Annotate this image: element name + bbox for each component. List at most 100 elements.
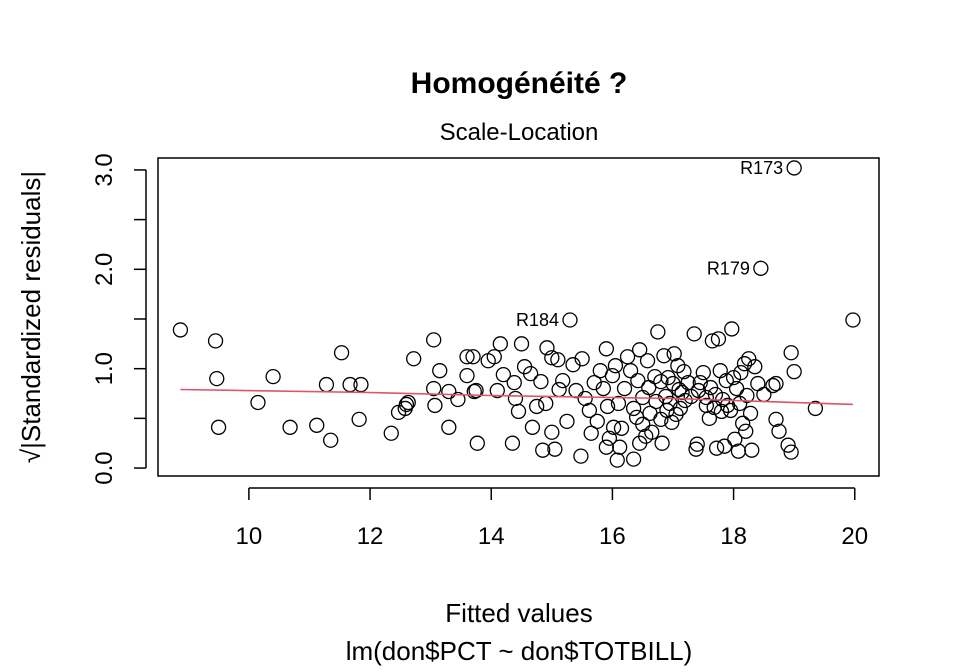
x-tick-label: 14 (478, 523, 505, 550)
data-point (427, 397, 443, 414)
data-point (692, 374, 708, 391)
data-point (610, 395, 627, 412)
data-point (665, 375, 681, 392)
chart-subtitle: Scale-Location (440, 119, 599, 146)
data-point (704, 333, 721, 349)
data-point (616, 380, 633, 397)
data-point (632, 342, 648, 358)
data-point (664, 414, 680, 430)
data-point (701, 410, 718, 427)
data-point (495, 366, 512, 383)
data-point (432, 363, 448, 379)
data-point (716, 438, 733, 454)
data-point (466, 383, 482, 400)
data-point (598, 341, 615, 357)
data-point (845, 312, 861, 328)
data-point (574, 351, 590, 367)
data-point (583, 425, 599, 441)
data-point (698, 389, 714, 406)
data-point (318, 376, 335, 393)
data-point (630, 372, 646, 389)
data-point (309, 417, 325, 433)
data-point (713, 403, 730, 420)
data-point (524, 419, 541, 435)
data-point (589, 413, 605, 429)
point-label: R184 (516, 310, 559, 330)
data-point (786, 160, 802, 176)
data-point (768, 375, 784, 392)
smooth-line (180, 388, 853, 406)
x-tick-label: 20 (841, 523, 868, 550)
data-point (653, 373, 669, 390)
data-point (695, 364, 711, 381)
data-point (686, 326, 702, 342)
data-point (595, 380, 611, 397)
data-point (539, 340, 555, 356)
x-tick-label: 12 (357, 523, 384, 550)
data-point (722, 402, 739, 419)
data-point (727, 431, 743, 447)
chart-title: Homogénéité ? (411, 67, 628, 100)
data-point (622, 363, 639, 379)
data-point (735, 415, 751, 431)
data-point (573, 448, 589, 464)
data-point (599, 398, 616, 415)
data-point (529, 398, 545, 415)
data-point (674, 384, 690, 401)
data-point (492, 336, 508, 352)
data-point (609, 452, 625, 468)
data-point (601, 430, 618, 446)
data-point (459, 349, 475, 365)
data-point (653, 411, 669, 428)
data-point (744, 442, 760, 458)
data-point (612, 439, 628, 455)
data-point (718, 372, 734, 389)
data-point (613, 420, 630, 436)
smooth-line-group (180, 388, 853, 406)
data-point (535, 442, 551, 458)
data-point (736, 356, 753, 372)
data-point (522, 365, 539, 382)
data-point (544, 350, 560, 366)
data-point (550, 352, 566, 368)
data-point (250, 394, 266, 411)
data-point (562, 312, 578, 328)
data-point (504, 435, 521, 451)
data-point (639, 353, 656, 369)
data-point (712, 363, 728, 379)
data-point (771, 423, 787, 439)
data-point (441, 419, 457, 435)
data-point (406, 351, 422, 367)
data-point (654, 435, 670, 451)
data-point (468, 382, 484, 399)
y-axis: 0.0 1.0 2.0 3.0 (91, 153, 147, 485)
data-points (172, 160, 861, 468)
y-tick-label: 1.0 (91, 352, 118, 385)
data-point (728, 380, 745, 397)
data-point (733, 364, 749, 381)
data-point (465, 349, 481, 365)
data-point (607, 358, 624, 374)
point-annotations: R173 R179 R184 (516, 158, 783, 330)
data-point (469, 435, 485, 451)
x-axis: 10 12 14 16 18 20 (236, 487, 868, 550)
data-point (708, 440, 725, 456)
data-point (489, 382, 505, 399)
data-point (688, 441, 704, 457)
data-point (644, 424, 660, 440)
data-point (807, 400, 824, 417)
data-point (426, 332, 442, 348)
data-point (676, 364, 692, 380)
y-tick-label: 0.0 (91, 451, 118, 484)
x-tick-label: 16 (599, 523, 626, 550)
data-point (353, 376, 369, 393)
data-point (507, 390, 524, 407)
data-point (565, 357, 581, 373)
data-point (555, 372, 571, 389)
data-point (598, 439, 615, 455)
data-point (765, 377, 781, 394)
data-point (172, 322, 189, 338)
data-point (747, 359, 763, 375)
data-point (625, 400, 642, 417)
